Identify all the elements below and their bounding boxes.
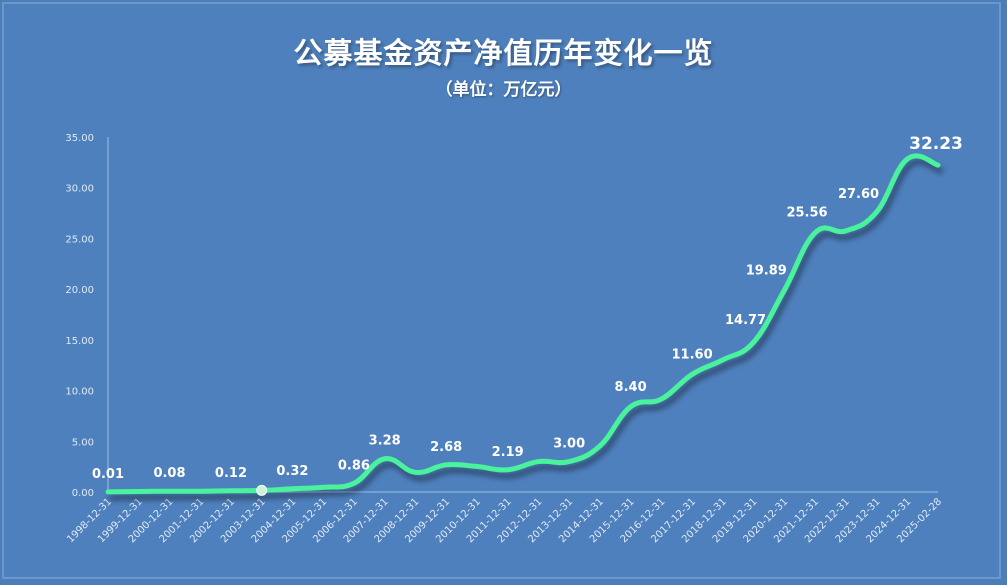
data-label: 3.00 [553,437,585,452]
data-label: 19.89 [746,263,787,278]
chart-title: 公募基金资产净值历年变化一览 [293,36,714,70]
data-label: 2.19 [492,445,524,460]
data-label: 11.60 [672,347,713,362]
y-tick-label: 15.00 [65,336,94,347]
y-tick-label: 30.00 [65,184,94,195]
chart-frame [2,2,1001,579]
data-label: 14.77 [725,313,766,328]
data-label: 8.40 [615,380,647,395]
data-label: 0.12 [215,466,247,481]
data-label: 27.60 [838,187,879,202]
y-tick-label: 5.00 [72,437,94,448]
data-label: 0.01 [92,467,124,482]
highlighted-point [256,484,268,496]
series-line [105,153,941,495]
data-label: 32.23 [909,134,963,154]
y-tick-label: 0.00 [72,488,94,499]
y-tick-label: 25.00 [65,234,94,245]
data-label: 0.08 [153,466,185,481]
y-tick-label: 10.00 [65,387,94,398]
data-label: 0.86 [338,458,370,473]
data-label: 25.56 [786,206,827,221]
y-tick-label: 20.00 [65,285,94,296]
chart-subtitle: （单位：万亿元） [435,80,572,100]
data-label: 0.32 [276,464,308,479]
data-label: 2.68 [430,440,462,455]
y-tick-label: 35.00 [65,133,94,144]
data-label: 3.28 [369,434,401,449]
